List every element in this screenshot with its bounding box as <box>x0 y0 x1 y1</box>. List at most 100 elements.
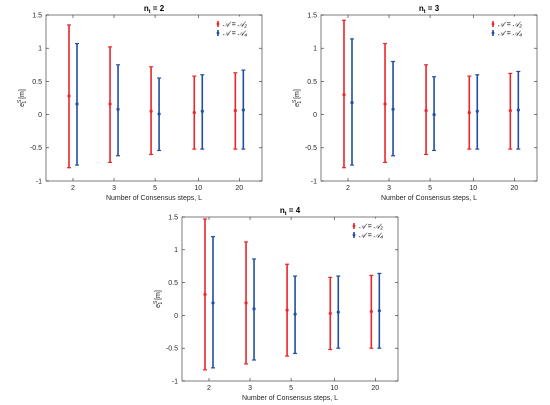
legend-swatch-point <box>216 22 220 26</box>
legend-label: 𝒜 = 𝒜₄ <box>498 31 522 38</box>
y-label-sup: S <box>17 99 23 103</box>
x-tick-label: 20 <box>510 185 518 192</box>
mean-point <box>108 102 112 106</box>
chart-panel-1: 1.5 1 0.5 0 -0.5 -1 2 3 5 10 20 Number of Consensus… <box>17 4 263 202</box>
title-subscript: t <box>424 9 426 15</box>
y-tick-label: 0 <box>38 112 42 119</box>
mean-point <box>475 109 479 113</box>
y-label-sub: 1 <box>297 101 303 104</box>
x-tick-label: 5 <box>153 185 157 192</box>
x-tick-label: 2 <box>346 185 350 192</box>
legend-swatch-point <box>491 22 495 26</box>
x-tick-label: 20 <box>235 185 243 192</box>
y-label-sub: 1 <box>22 101 28 104</box>
legend: 𝒜 = 𝒜₂ 𝒜 = 𝒜₄ <box>488 16 536 40</box>
mean-point <box>75 102 79 106</box>
mean-point <box>241 108 245 112</box>
legend-swatch-point <box>352 233 356 237</box>
x-axis-label: Number of Consensus steps, L <box>242 395 338 402</box>
mean-point <box>350 101 354 105</box>
mean-point <box>200 109 204 113</box>
chart-panel-2: 1.5 1 0.5 0 -0.5 -1 2 3 5 10 20 Number of Consensus… <box>292 4 538 202</box>
x-tick-label: 3 <box>112 185 116 192</box>
x-tick-label: 5 <box>428 185 432 192</box>
title-subscript: t <box>285 211 287 217</box>
x-tick-label: 10 <box>194 185 202 192</box>
y-tick-label: 1 <box>174 247 178 254</box>
y-tick-label: -0.5 <box>30 145 42 152</box>
y-axis-label: eS1 [m] <box>153 290 164 308</box>
legend: 𝒜 = 𝒜₂ 𝒜 = 𝒜₄ <box>213 16 261 40</box>
y-label-symbol: e <box>155 304 162 308</box>
y-tick-label: -0.5 <box>305 145 317 152</box>
plot-area <box>45 14 263 182</box>
y-axis-label: eS1 [m] <box>292 89 303 107</box>
mean-point <box>377 309 381 313</box>
y-tick-label: -0.5 <box>166 346 178 353</box>
mean-point <box>149 109 153 113</box>
y-tick-label: 1.5 <box>168 214 178 221</box>
mean-point <box>516 108 520 112</box>
y-tick-label: 0.5 <box>168 280 178 287</box>
y-label-unit: [m] <box>155 290 162 302</box>
x-tick-label: 20 <box>371 385 379 392</box>
y-tick-label: 0.5 <box>32 79 42 86</box>
mean-point <box>116 107 120 111</box>
legend-swatch-point <box>352 224 356 228</box>
legend: 𝒜 = 𝒜₂ 𝒜 = 𝒜₄ <box>349 218 397 242</box>
y-tick-label: -1 <box>172 378 178 385</box>
x-axis-label: Number of Consensus steps, L <box>106 195 202 202</box>
legend-label: 𝒜 = 𝒜₄ <box>359 233 383 240</box>
legend-label: 𝒜 = 𝒜₄ <box>223 31 247 38</box>
legend-box <box>349 218 397 242</box>
y-label-unit: [m] <box>19 89 26 101</box>
y-tick-label: 1.5 <box>307 12 317 19</box>
y-label-symbol: e <box>19 103 26 107</box>
plot-area <box>181 216 399 382</box>
title-value: = 3 <box>426 4 440 13</box>
y-tick-label: 1 <box>313 46 317 53</box>
y-tick-label: -1 <box>311 178 317 185</box>
x-tick-label: 10 <box>330 385 338 392</box>
series-2 <box>211 236 382 369</box>
mean-point <box>211 301 215 305</box>
series-1 <box>342 19 513 169</box>
series-2 <box>75 42 246 166</box>
legend-label: 𝒜 = 𝒜₂ <box>223 22 247 29</box>
y-tick-label: 0 <box>313 112 317 119</box>
mean-point <box>203 292 207 297</box>
series-1 <box>203 218 374 371</box>
mean-point <box>467 111 471 115</box>
legend-label: 𝒜 = 𝒜₂ <box>498 22 522 29</box>
chart-title: nt = 2 <box>144 4 165 15</box>
mean-point <box>342 93 346 97</box>
mean-point <box>424 109 428 113</box>
y-tick-label: 1 <box>38 46 42 53</box>
y-label-symbol: e <box>294 103 301 107</box>
y-label-sup: S <box>292 99 298 103</box>
x-tick-label: 5 <box>289 385 293 392</box>
y-tick-label: 0.5 <box>307 79 317 86</box>
y-axis-label: eS1 [m] <box>17 89 28 107</box>
title-value: = 2 <box>151 4 165 13</box>
mean-point <box>285 308 289 312</box>
title-subscript: t <box>149 9 151 15</box>
mean-point <box>157 112 161 116</box>
mean-point <box>369 309 373 314</box>
x-tick-label: 2 <box>207 385 211 392</box>
mean-point <box>432 113 436 117</box>
legend-box <box>213 16 261 40</box>
chart-panel-3: 1.5 1 0.5 0 -0.5 -1 2 3 5 10 20 Number of Consensus… <box>153 206 399 402</box>
title-value: = 4 <box>287 206 301 215</box>
legend-swatch-point <box>491 31 495 35</box>
y-tick-label: 0 <box>174 313 178 320</box>
legend-swatch-point <box>216 31 220 35</box>
title-symbol: n <box>280 206 285 215</box>
mean-point <box>244 301 248 305</box>
legend-box <box>488 16 536 40</box>
y-label-unit: [m] <box>294 89 301 101</box>
x-tick-label: 10 <box>469 185 477 192</box>
series-1 <box>67 24 238 169</box>
x-axis-label: Number of Consensus steps, L <box>381 195 477 202</box>
y-tick-label: 1.5 <box>32 12 42 19</box>
